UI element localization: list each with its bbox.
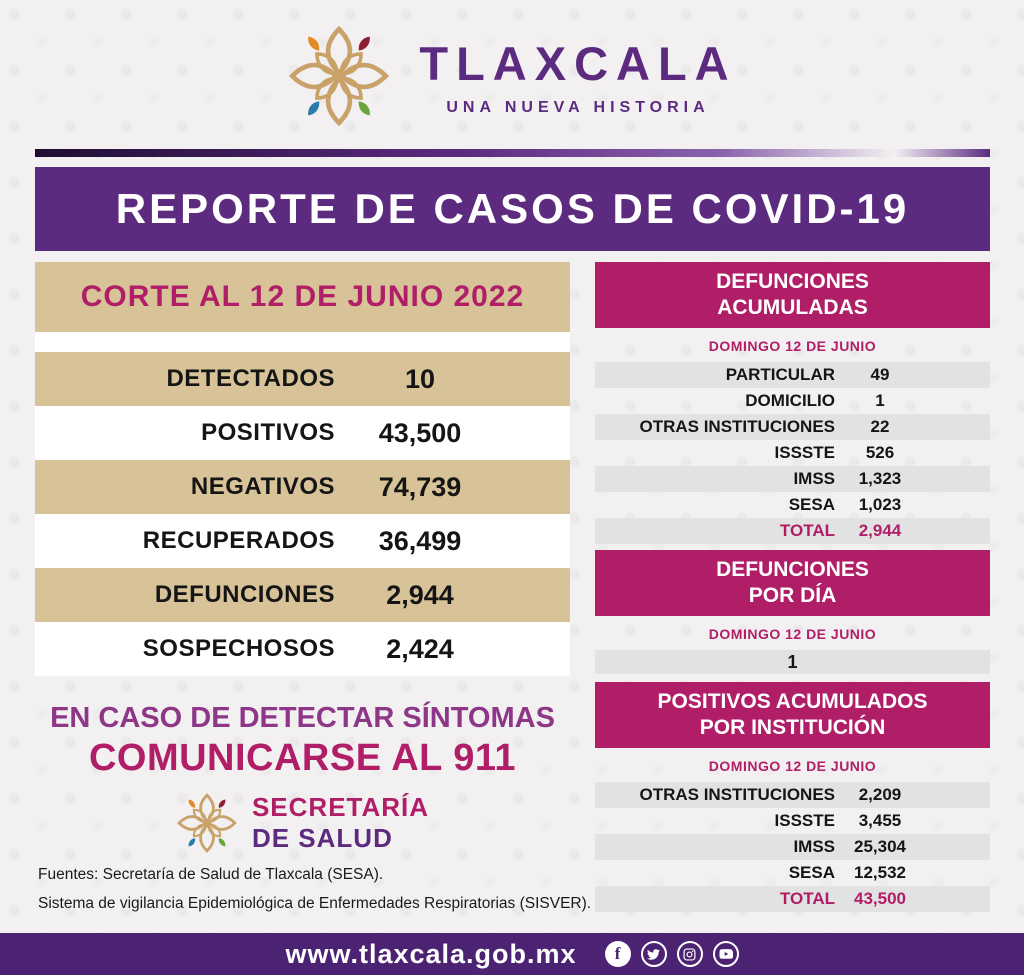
sources-footnote: Fuentes: Secretaría de Salud de Tlaxcala… <box>38 866 598 913</box>
brand-divider <box>35 149 990 157</box>
summary-row-value: 2,944 <box>386 579 454 610</box>
table-row: OTRAS INSTITUCIONES 2,209 <box>595 782 990 808</box>
symptom-notice: EN CASO DE DETECTAR SÍNTOMAS <box>50 702 555 734</box>
health-ministry-line1: SECRETARÍA <box>251 792 430 822</box>
panel-date: DOMINGO 12 DE JUNIO <box>708 758 877 774</box>
row-value: 3,455 <box>858 811 902 830</box>
panel-title-line: POR DÍA <box>748 584 837 607</box>
tlaxcala-flower-logo <box>287 24 391 128</box>
panel-title-line: POSITIVOS ACUMULADOS <box>657 689 928 713</box>
brand-tagline: UNA NUEVA HISTORIA <box>446 98 710 116</box>
summary-row: NEGATIVOS 74,739 <box>35 460 570 514</box>
summary-row-label: POSITIVOS <box>201 419 335 446</box>
table-row: ISSSTE 526 <box>595 440 990 466</box>
table-row: DOMICILIO 1 <box>595 388 990 414</box>
brand-text: TLAXCALA UNA NUEVA HISTORIA <box>419 36 736 117</box>
row-value: 22 <box>870 417 890 436</box>
summary-row-label: NEGATIVOS <box>190 473 335 500</box>
panel-title-line: ACUMULADAS <box>717 296 868 319</box>
table-row: IMSS 25,304 <box>595 834 990 860</box>
row-label: TOTAL <box>779 889 835 908</box>
right-column: DEFUNCIONES ACUMULADAS DOMINGO 12 DE JUN… <box>595 262 990 912</box>
row-value: 49 <box>870 365 890 384</box>
deaths-per-day-header: DEFUNCIONES POR DÍA <box>595 550 990 616</box>
instagram-icon[interactable] <box>676 941 703 967</box>
row-label: IMSS <box>793 469 835 488</box>
table-row: SESA 1,023 <box>595 492 990 518</box>
row-label: TOTAL <box>779 521 835 540</box>
row-label: SESA <box>788 495 835 514</box>
source-line-2: Sistema de vigilancia Epidemiológica de … <box>38 895 592 912</box>
summary-row: RECUPERADOS 36,499 <box>35 514 570 568</box>
report-banner: REPORTE DE CASOS DE COVID-19 <box>35 167 990 251</box>
facebook-icon[interactable]: f <box>604 941 631 967</box>
deaths-per-day-value: 1 <box>595 650 990 674</box>
row-value: 2,944 <box>858 521 902 540</box>
brand-name: TLAXCALA <box>419 36 737 90</box>
row-label: IMSS <box>793 837 835 856</box>
summary-row-label: SOSPECHOSOS <box>142 635 335 662</box>
twitter-icon[interactable] <box>640 941 667 967</box>
youtube-icon[interactable] <box>712 941 739 967</box>
summary-row: DEFUNCIONES 2,944 <box>35 568 570 622</box>
row-value: 43,500 <box>854 889 906 908</box>
panel-title-line: POR INSTITUCIÓN <box>699 716 886 739</box>
summary-row-label: RECUPERADOS <box>142 527 335 554</box>
health-ministry-logo: SECRETARÍA DE SALUD <box>35 792 570 854</box>
source-line-1: Fuentes: Secretaría de Salud de Tlaxcala… <box>38 866 384 883</box>
summary-row: SOSPECHOSOS 2,424 <box>35 622 570 676</box>
summary-row-value: 43,500 <box>378 417 462 448</box>
row-value: 1,023 <box>858 495 902 514</box>
summary-row-value: 10 <box>404 363 436 394</box>
salud-flower-icon <box>177 793 237 853</box>
summary-row-value: 74,739 <box>378 471 462 502</box>
table-row: SESA 12,532 <box>595 860 990 886</box>
row-label: DOMICILIO <box>745 391 835 410</box>
row-label: ISSSTE <box>774 443 835 462</box>
table-row: ISSSTE 3,455 <box>595 808 990 834</box>
row-label: SESA <box>788 863 835 882</box>
row-label: ISSSTE <box>774 811 835 830</box>
row-value: 2,209 <box>858 785 902 804</box>
health-ministry-line2: DE SALUD <box>251 823 393 853</box>
row-value: 12,532 <box>854 863 906 882</box>
summary-row-label: DEFUNCIONES <box>154 581 335 608</box>
summary-row: DETECTADOS 10 <box>35 352 570 406</box>
table-row: PARTICULAR 49 <box>595 362 990 388</box>
footer-url[interactable]: www.tlaxcala.gob.mx <box>285 938 577 969</box>
summary-gap <box>35 332 570 352</box>
positives-by-institution-header: POSITIVOS ACUMULADOS POR INSTITUCIÓN <box>595 682 990 748</box>
emergency-number-notice: COMUNICARSE AL 911 <box>88 737 517 779</box>
brand-header: TLAXCALA UNA NUEVA HISTORIA <box>0 24 1024 128</box>
table-total-row: TOTAL 43,500 <box>595 886 990 912</box>
row-label: PARTICULAR <box>725 365 835 384</box>
summary-row: POSITIVOS 43,500 <box>35 406 570 460</box>
row-value: 1 <box>875 391 885 410</box>
row-value: 1,323 <box>858 469 902 488</box>
panel-date: DOMINGO 12 DE JUNIO <box>708 338 877 354</box>
summary-row-value: 2,424 <box>386 633 454 664</box>
row-label: OTRAS INSTITUCIONES <box>639 417 835 436</box>
panel-title-line: DEFUNCIONES <box>716 269 869 293</box>
table-row: IMSS 1,323 <box>595 466 990 492</box>
table-total-row: TOTAL 2,944 <box>595 518 990 544</box>
row-label: OTRAS INSTITUCIONES <box>639 785 835 804</box>
row-value: 25,304 <box>854 837 906 856</box>
summary-title: CORTE AL 12 DE JUNIO 2022 <box>35 262 570 332</box>
panel-date: DOMINGO 12 DE JUNIO <box>708 626 877 642</box>
social-icons: f <box>604 941 739 967</box>
deaths-accumulated-header: DEFUNCIONES ACUMULADAS <box>595 262 990 328</box>
summary-row-value: 36,499 <box>378 525 462 556</box>
summary-panel: CORTE AL 12 DE JUNIO 2022 DETECTADOS 10 … <box>35 262 570 676</box>
row-value: 526 <box>865 443 895 462</box>
table-row: OTRAS INSTITUCIONES 22 <box>595 414 990 440</box>
health-ministry-text: SECRETARÍA DE SALUD <box>252 792 429 854</box>
panel-title-line: DEFUNCIONES <box>716 557 869 581</box>
footer-bar: www.tlaxcala.gob.mx f <box>0 933 1024 975</box>
report-title: REPORTE DE CASOS DE COVID-19 <box>115 185 910 232</box>
summary-row-label: DETECTADOS <box>166 365 335 392</box>
